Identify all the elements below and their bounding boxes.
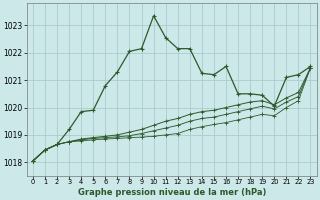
X-axis label: Graphe pression niveau de la mer (hPa): Graphe pression niveau de la mer (hPa) [77, 188, 266, 197]
